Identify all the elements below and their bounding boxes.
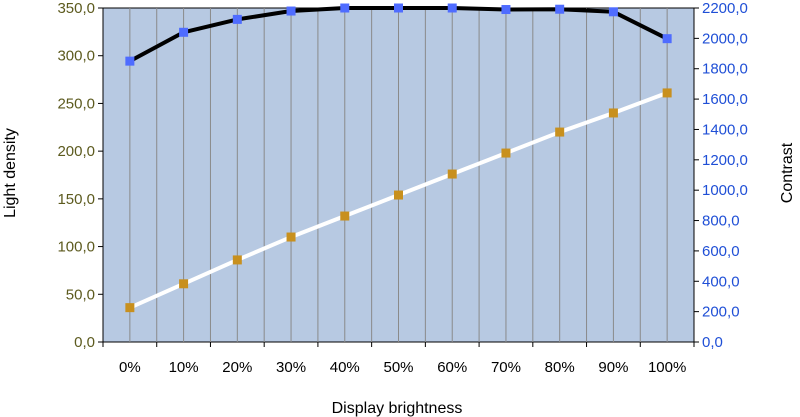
- right-tick-label: 200,0: [702, 304, 740, 321]
- series-layer: [125, 3, 672, 313]
- x-tick-label: 40%: [330, 359, 360, 376]
- left-tick-label: 0,0: [74, 334, 95, 351]
- data-point-0: [286, 232, 296, 242]
- right-tick-label: 1200,0: [702, 152, 748, 169]
- x-axis-title: Display brightness: [332, 400, 463, 417]
- right-tick-label: 1400,0: [702, 121, 748, 138]
- left-tick-label: 350,0: [57, 0, 95, 17]
- left-tick-label: 300,0: [57, 48, 95, 65]
- axis-ticks: 0,0 50,0 100,0 150,0 200,0 250,0 300,0 350,0 0,0…: [57, 0, 747, 376]
- data-point-1: [179, 27, 189, 37]
- data-point-0: [232, 255, 242, 265]
- y-axis-title-left: Light density: [2, 128, 19, 218]
- data-point-0: [662, 88, 672, 98]
- left-tick-label: 250,0: [57, 95, 95, 112]
- x-tick-label: 30%: [276, 359, 306, 376]
- data-point-0: [447, 169, 457, 179]
- right-tick-label: 2000,0: [702, 30, 748, 47]
- data-point-0: [179, 279, 189, 289]
- right-tick-label: 1600,0: [702, 91, 748, 108]
- right-tick-label: 800,0: [702, 213, 740, 230]
- y-axis-title-right: Contrast: [779, 142, 796, 203]
- right-tick-label: 1800,0: [702, 61, 748, 78]
- x-tick-label: 70%: [491, 359, 521, 376]
- right-tick-label: 400,0: [702, 273, 740, 290]
- data-point-1: [340, 3, 350, 13]
- data-point-1: [608, 7, 618, 17]
- data-point-0: [340, 211, 350, 221]
- x-tick-label: 100%: [648, 359, 686, 376]
- grid-lines: [129, 8, 668, 342]
- left-tick-label: 100,0: [57, 239, 95, 256]
- x-tick-label: 90%: [598, 359, 628, 376]
- data-point-1: [286, 6, 296, 16]
- left-tick-label: 200,0: [57, 143, 95, 160]
- data-point-0: [555, 127, 565, 137]
- data-point-0: [394, 190, 403, 200]
- left-tick-label: 50,0: [66, 286, 95, 303]
- data-point-1: [447, 3, 457, 13]
- x-tick-label: 0%: [119, 359, 141, 376]
- right-tick-label: 1000,0: [702, 182, 748, 199]
- data-point-0: [608, 108, 618, 118]
- x-tick-label: 80%: [545, 359, 575, 376]
- data-point-1: [501, 5, 511, 15]
- right-tick-label: 2200,0: [702, 0, 748, 17]
- data-point-0: [125, 303, 135, 313]
- right-tick-label: 0,0: [702, 334, 723, 351]
- data-point-1: [394, 3, 403, 13]
- data-point-1: [232, 14, 242, 24]
- data-point-1: [662, 34, 672, 44]
- right-tick-label: 600,0: [702, 243, 740, 260]
- left-tick-label: 150,0: [57, 191, 95, 208]
- data-point-0: [501, 148, 511, 158]
- x-tick-label: 60%: [437, 359, 467, 376]
- data-point-1: [125, 56, 135, 66]
- x-tick-label: 10%: [169, 359, 199, 376]
- x-tick-label: 20%: [222, 359, 252, 376]
- x-tick-label: 50%: [383, 359, 413, 376]
- data-point-1: [555, 4, 565, 14]
